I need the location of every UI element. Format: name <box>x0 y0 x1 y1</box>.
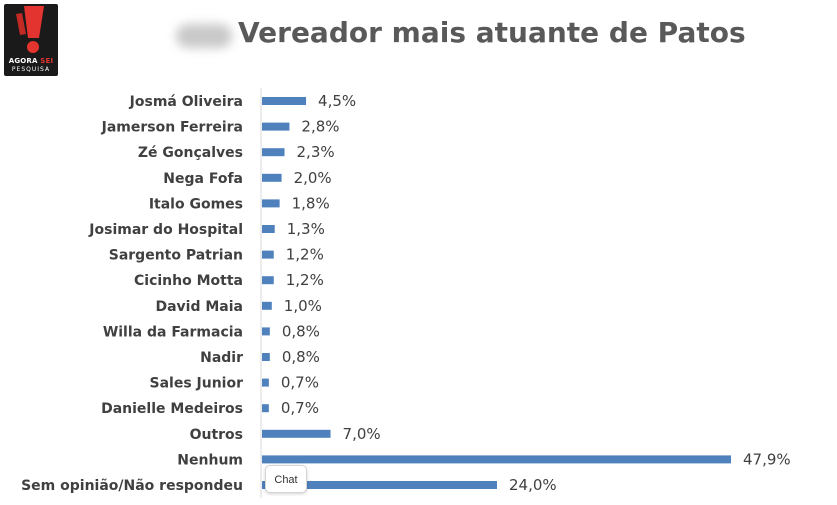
logo-subtitle: PESQUISA <box>11 66 51 73</box>
data-label: 1,0% <box>284 297 322 315</box>
data-label: 0,8% <box>282 322 320 340</box>
category-label: Outros <box>190 427 243 443</box>
data-label: 0,8% <box>282 348 320 366</box>
bar <box>262 378 269 387</box>
bar <box>262 353 270 361</box>
bar <box>262 429 331 438</box>
bar <box>262 122 290 131</box>
data-label: 1,8% <box>292 194 330 212</box>
bar <box>262 225 275 233</box>
agora-sei-logo: AGORA SEI PESQUISA <box>4 4 58 76</box>
logo-wordmark: AGORA SEI <box>4 57 58 65</box>
category-label: Nenhum <box>177 452 243 468</box>
data-label: 2,3% <box>297 143 335 161</box>
data-label: 2,8% <box>301 118 339 136</box>
data-label: 1,3% <box>287 220 325 238</box>
category-label: Cicinho Motta <box>134 273 243 289</box>
data-label: 1,2% <box>286 246 324 264</box>
category-label: Danielle Medeiros <box>101 401 243 417</box>
data-label: 1,2% <box>286 271 324 289</box>
category-label: Josimar do Hospital <box>88 222 243 238</box>
chat-button[interactable]: Chat <box>265 465 307 493</box>
bar <box>262 250 274 259</box>
category-label: Italo Gomes <box>149 196 243 212</box>
logo-word-sei: SEI <box>40 57 54 65</box>
bar <box>262 404 269 413</box>
data-label: 47,9% <box>743 450 791 468</box>
data-label: 4,5% <box>318 92 356 110</box>
category-label: David Maia <box>155 299 243 315</box>
blurred-title-prefix <box>176 24 232 48</box>
data-label: 0,7% <box>281 374 319 392</box>
category-label: Nega Fofa <box>163 171 243 187</box>
category-label: Sales Junior <box>150 376 244 392</box>
bar <box>262 148 285 157</box>
data-label: 0,7% <box>281 399 319 417</box>
data-label: 2,0% <box>294 169 332 187</box>
data-label: 7,0% <box>343 425 381 443</box>
category-label: Josmá Oliveira <box>129 94 243 110</box>
bar <box>262 301 272 310</box>
category-label: Zé Gonçalves <box>138 145 243 161</box>
category-label: Jamerson Ferreira <box>101 120 243 136</box>
category-label: Willa da Farmacia <box>103 324 243 340</box>
bar <box>262 199 280 208</box>
category-label: Nadir <box>200 350 243 366</box>
chart-title: Vereador mais atuante de Patos <box>238 16 746 49</box>
bar <box>262 327 270 336</box>
data-label: 24,0% <box>509 476 557 494</box>
logo-word-agora: AGORA <box>8 57 38 65</box>
category-label: Sargento Patrian <box>109 248 243 264</box>
exclamation-logo-icon <box>16 6 44 53</box>
bar <box>262 276 274 285</box>
bar <box>262 97 307 105</box>
bar <box>262 173 282 182</box>
category-label: Sem opinião/Não respondeu <box>21 478 243 494</box>
bar <box>262 455 731 464</box>
bar <box>262 481 497 489</box>
